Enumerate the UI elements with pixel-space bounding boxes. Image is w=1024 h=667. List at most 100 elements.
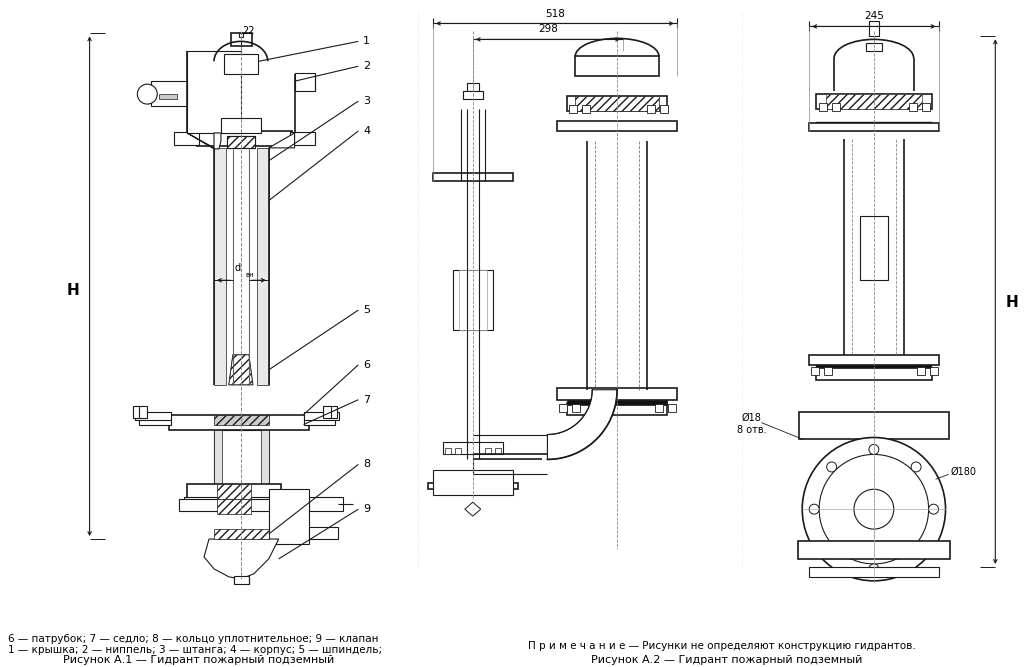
Text: 8: 8 <box>364 460 371 470</box>
Text: 7: 7 <box>364 395 371 405</box>
Polygon shape <box>268 133 295 148</box>
Circle shape <box>911 546 921 556</box>
Bar <box>569 105 578 113</box>
Text: 518: 518 <box>545 9 565 19</box>
Text: 6: 6 <box>364 360 371 370</box>
Polygon shape <box>204 539 279 579</box>
Bar <box>455 448 461 454</box>
Bar <box>217 484 251 499</box>
Bar <box>816 368 932 380</box>
Bar <box>557 388 677 400</box>
Bar <box>443 442 503 454</box>
Bar <box>922 103 930 111</box>
Bar <box>567 403 667 415</box>
Bar <box>495 448 501 454</box>
Bar <box>330 406 337 418</box>
Polygon shape <box>187 133 221 149</box>
Bar <box>908 103 916 111</box>
Bar <box>303 412 339 420</box>
Bar <box>227 136 255 148</box>
Bar <box>559 404 567 412</box>
Polygon shape <box>229 355 253 385</box>
Bar <box>567 400 667 405</box>
Bar <box>799 412 948 440</box>
Bar <box>197 131 292 146</box>
Bar <box>575 96 658 111</box>
Circle shape <box>929 504 939 514</box>
Bar <box>453 270 493 330</box>
Text: 6 — патрубок; 7 — седло; 8 — кольцо уплотнительное; 9 — клапан: 6 — патрубок; 7 — седло; 8 — кольцо упло… <box>8 634 379 644</box>
Polygon shape <box>229 355 253 385</box>
Bar <box>833 103 840 111</box>
Bar <box>224 54 258 74</box>
Text: П р и м е ч а н и е — Рисунки не определяют конструкцию гидрантов.: П р и м е ч а н и е — Рисунки не определ… <box>527 640 915 650</box>
Bar <box>860 215 888 280</box>
Bar <box>668 404 676 412</box>
Circle shape <box>826 546 837 556</box>
Bar <box>308 527 338 539</box>
Bar <box>239 33 243 37</box>
Bar <box>583 105 590 113</box>
Bar <box>433 470 513 495</box>
Bar <box>463 91 482 99</box>
Circle shape <box>819 454 929 564</box>
Text: 8 отв.: 8 отв. <box>736 425 766 434</box>
Circle shape <box>911 462 921 472</box>
Text: вн: вн <box>246 272 255 278</box>
Polygon shape <box>465 502 480 516</box>
Text: 3: 3 <box>364 96 371 106</box>
Bar <box>816 364 932 368</box>
Bar <box>324 406 332 418</box>
Circle shape <box>869 564 879 574</box>
Bar <box>169 415 308 430</box>
Bar <box>261 430 268 490</box>
Bar <box>869 21 879 37</box>
Bar <box>866 43 882 51</box>
Bar <box>214 430 268 490</box>
Polygon shape <box>268 490 308 544</box>
Circle shape <box>869 444 879 454</box>
Bar <box>199 500 206 507</box>
Polygon shape <box>179 499 308 511</box>
Bar <box>214 529 268 539</box>
Circle shape <box>802 438 945 581</box>
Text: 2: 2 <box>364 61 371 71</box>
Bar <box>233 576 249 584</box>
Bar <box>187 484 281 499</box>
Bar <box>230 33 252 46</box>
Text: 1 — крышка; 2 — ниппель; 3 — штанга; 4 — корпус; 5 — шпиндель;: 1 — крышка; 2 — ниппель; 3 — штанга; 4 —… <box>8 646 382 656</box>
Bar <box>257 500 264 507</box>
Bar <box>174 132 199 145</box>
Bar <box>290 132 314 145</box>
Text: 245: 245 <box>864 11 884 21</box>
Bar <box>187 500 195 507</box>
Bar <box>444 448 451 454</box>
Bar <box>308 497 343 511</box>
Bar <box>459 270 486 330</box>
Text: 5: 5 <box>364 305 371 315</box>
Text: 22: 22 <box>243 27 255 37</box>
Bar <box>809 567 939 577</box>
Text: Рисунок А.2 — Гидрант пожарный подземный: Рисунок А.2 — Гидрант пожарный подземный <box>591 656 862 666</box>
Polygon shape <box>575 56 658 76</box>
Circle shape <box>826 462 837 472</box>
Bar <box>295 73 314 91</box>
Bar <box>139 406 147 418</box>
Bar <box>567 96 667 111</box>
Bar <box>214 415 268 425</box>
Bar <box>135 412 171 420</box>
Bar <box>819 103 827 111</box>
Bar <box>799 541 949 559</box>
Bar <box>281 500 288 507</box>
Text: d: d <box>234 263 247 273</box>
Text: H: H <box>67 283 80 297</box>
Text: H: H <box>1006 295 1018 309</box>
Bar <box>257 148 268 385</box>
Bar <box>152 81 187 106</box>
Bar <box>659 105 668 113</box>
Text: 4: 4 <box>364 126 371 136</box>
Text: 9: 9 <box>364 504 371 514</box>
Text: Ø18: Ø18 <box>741 413 762 423</box>
Bar <box>809 355 939 365</box>
Bar <box>930 367 938 375</box>
